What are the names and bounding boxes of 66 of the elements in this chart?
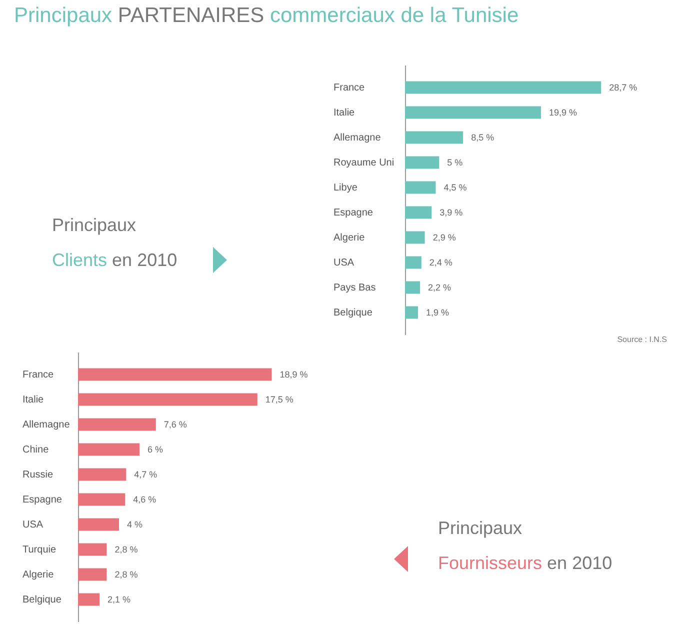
y-tick-label: Libye: [334, 182, 358, 194]
y-tick-label: France: [334, 82, 366, 94]
y-tick-label: Belgique: [22, 594, 62, 606]
text: Clients en 2010: [52, 250, 178, 270]
y-tick-label: Russie: [22, 470, 54, 480]
data-label: 6 %: [148, 444, 164, 454]
data-label: 28,7 %: [609, 82, 638, 92]
y-tick-label: Italie: [22, 394, 44, 406]
data-label: 4 %: [127, 520, 143, 530]
y-tick-label: Espagne: [334, 208, 374, 218]
bar: [78, 543, 107, 556]
y-tick-label: Italie: [334, 108, 356, 118]
data-label: 19,9 %: [548, 108, 578, 118]
y-tick-label: Turquie: [22, 544, 56, 556]
bar: [78, 493, 126, 506]
data-label: 5 %: [447, 158, 463, 168]
y-tick-label: Pays Bas: [334, 282, 376, 294]
text: Principaux: [52, 215, 136, 235]
y-tick-label: Belgique: [334, 308, 373, 318]
y-tick-label: USA: [22, 520, 44, 530]
data-label: 2,8 %: [114, 544, 138, 554]
y-tick-label: Algerie: [334, 232, 366, 244]
y-tick-label: Royaume Uni: [334, 158, 394, 168]
bar: [78, 368, 272, 381]
y-tick-label: Chine: [22, 444, 50, 456]
bar: [405, 256, 422, 269]
y-tick-label: Espagne: [22, 494, 62, 506]
bar: [78, 393, 258, 406]
text: Principaux: [438, 518, 522, 538]
data-label: 3,9 %: [440, 208, 463, 218]
text: Fournisseurs en 2010: [438, 553, 612, 573]
bar: [78, 568, 107, 581]
bar: [405, 181, 436, 194]
bar: [405, 81, 602, 94]
bar: [78, 418, 156, 431]
data-label: 2,2 %: [428, 282, 452, 292]
bar: [405, 281, 420, 294]
y-tick-label: Allemagne: [22, 420, 70, 430]
bar: [78, 468, 126, 481]
bar: [78, 518, 119, 531]
bar: [405, 231, 425, 244]
bar: [405, 306, 418, 319]
data-label: 4,6 %: [133, 494, 156, 504]
data-label: 2,9 %: [432, 232, 456, 242]
data-label: 2,4 %: [429, 258, 452, 268]
y-tick-label: Allemagne: [334, 132, 382, 144]
bar: [78, 593, 100, 606]
y-tick-label: Algerie: [22, 570, 54, 580]
y-tick-label: USA: [334, 258, 354, 268]
bar: [78, 443, 140, 456]
bar: [405, 206, 432, 219]
chart-title: Principaux PARTENAIRES commerciaux de la Tunisie: [14, 4, 519, 27]
y-tick-label: France: [22, 370, 54, 380]
data-label: 8,5 %: [471, 132, 494, 142]
data-label: 2,8 %: [114, 570, 138, 580]
bar: [405, 131, 464, 144]
data-label: 17,5 %: [265, 394, 294, 404]
data-label: 18,9 %: [280, 370, 308, 380]
data-label: 2,1 %: [108, 594, 131, 604]
bar: [405, 106, 541, 119]
data-label: 7,6 %: [164, 420, 187, 430]
source-note: Source : I.N.S: [617, 335, 667, 344]
data-label: 4,7 %: [134, 470, 158, 480]
bar: [405, 156, 440, 169]
data-label: 4,5 %: [444, 182, 467, 192]
data-label: 1,9 %: [426, 308, 449, 318]
